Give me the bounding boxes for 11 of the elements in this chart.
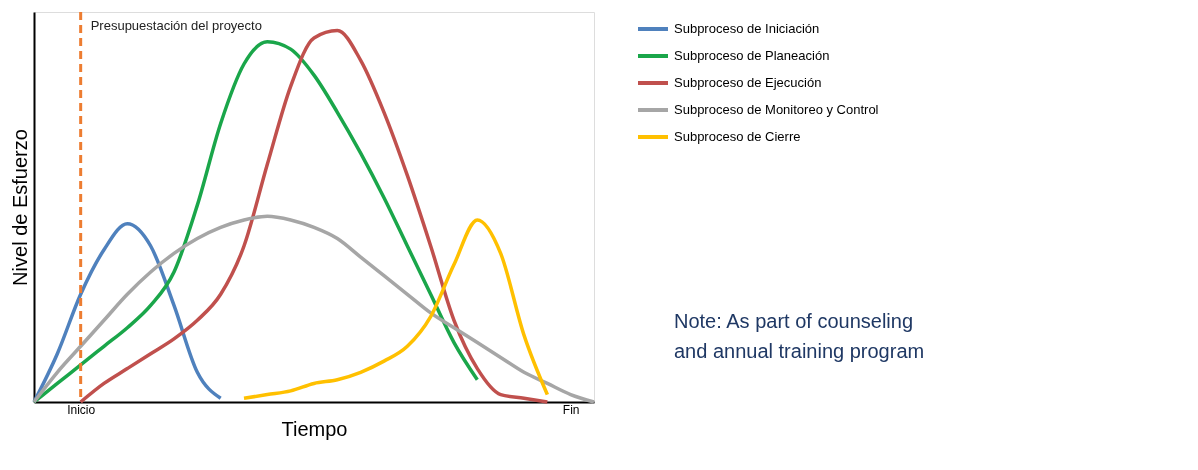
legend-label: Subproceso de Iniciación bbox=[674, 21, 820, 36]
y-axis-title: Nivel de Esfuerzo bbox=[8, 129, 31, 286]
text: Note: As part of counseling and annual training program bbox=[674, 310, 925, 362]
ref-line-label: Presupuestación del proyecto bbox=[90, 18, 262, 33]
legend-label: Subproceso de Planeación bbox=[674, 48, 830, 63]
legend-label: Subproceso de Ejecución bbox=[674, 75, 822, 90]
legend-label: Subproceso de Cierre bbox=[674, 129, 801, 144]
x-tick-label: Fin bbox=[562, 402, 580, 417]
x-axis-title: Tiempo bbox=[281, 417, 348, 440]
legend-label: Subproceso de Monitoreo y Control bbox=[674, 102, 879, 117]
x-tick-label: Inicio bbox=[67, 402, 96, 417]
